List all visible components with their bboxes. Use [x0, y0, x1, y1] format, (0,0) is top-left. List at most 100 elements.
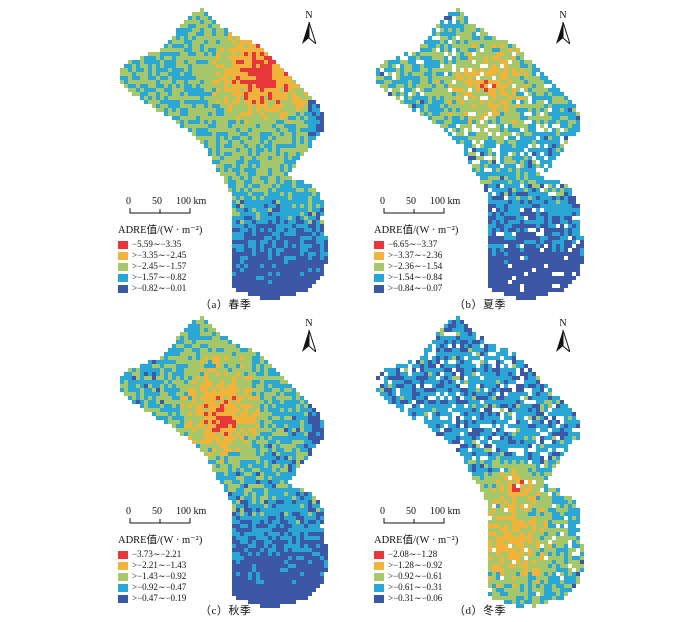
- map-cell: [176, 412, 180, 416]
- map-cell: [168, 396, 172, 400]
- map-cell: [520, 212, 524, 216]
- map-cell: [212, 360, 216, 364]
- map-cell: [272, 460, 276, 464]
- map-cell: [176, 384, 180, 388]
- map-cell: [208, 40, 212, 44]
- map-cell: [564, 96, 568, 100]
- map-cell: [436, 60, 440, 64]
- map-cell: [180, 44, 184, 48]
- map-cell: [548, 268, 552, 272]
- map-cell: [200, 444, 204, 448]
- map-cell: [560, 256, 564, 260]
- map-cell: [408, 88, 412, 92]
- map-cell: [292, 200, 296, 204]
- map-cell: [520, 124, 524, 128]
- map-cell: [528, 160, 532, 164]
- map-cell: [288, 396, 292, 400]
- map-cell: [172, 96, 176, 100]
- map-cell: [172, 60, 176, 64]
- map-cell: [184, 48, 188, 52]
- map-cell: [520, 156, 524, 160]
- map-cell: [256, 368, 260, 372]
- map-cell: [184, 28, 188, 32]
- map-cell: [524, 144, 528, 148]
- map-cell: [252, 56, 256, 60]
- map-cell: [220, 356, 224, 360]
- map-cell: [504, 88, 508, 92]
- map-cell: [324, 236, 328, 240]
- map-cell: [252, 388, 256, 392]
- map-cell: [208, 140, 212, 144]
- map-cell: [192, 88, 196, 92]
- map-cell: [288, 288, 292, 292]
- map-cell: [568, 252, 572, 256]
- map-cell: [428, 76, 432, 80]
- map-cell: [252, 276, 256, 280]
- map-cell: [304, 148, 308, 152]
- map-cell: [564, 264, 568, 268]
- map-cell: [516, 108, 520, 112]
- map-cell: [192, 424, 196, 428]
- map-cell: [300, 200, 304, 204]
- map-cell: [500, 144, 504, 148]
- map-cell: [144, 84, 148, 88]
- map-cell: [476, 60, 480, 64]
- map-cell: [224, 112, 228, 116]
- map-cell: [504, 40, 508, 44]
- map-cell: [208, 36, 212, 40]
- map-cell: [260, 48, 264, 52]
- map-cell: [292, 148, 296, 152]
- map-cell: [492, 276, 496, 280]
- map-cell: [272, 476, 276, 480]
- map-cell: [208, 336, 212, 340]
- map-cell: [504, 168, 508, 172]
- map-cell: [428, 88, 432, 92]
- map-cell: [240, 184, 244, 188]
- map-cell: [272, 492, 276, 496]
- map-cell: [520, 56, 524, 60]
- map-cell: [268, 288, 272, 292]
- map-cell: [300, 252, 304, 256]
- map-cell: [192, 360, 196, 364]
- map-cell: [208, 24, 212, 28]
- map-cell: [500, 276, 504, 280]
- scale-label-100: 100 km: [430, 196, 461, 207]
- map-cell: [280, 88, 284, 92]
- map-cell: [220, 468, 224, 472]
- map-cell: [564, 272, 568, 276]
- map-cell: [488, 264, 492, 268]
- map-cell: [124, 372, 128, 376]
- map-cell: [208, 76, 212, 80]
- map-cell: [256, 204, 260, 208]
- map-cell: [492, 152, 496, 156]
- map-cell: [228, 480, 232, 484]
- map-cell: [240, 456, 244, 460]
- map-cell: [220, 168, 224, 172]
- map-cell: [456, 132, 460, 136]
- map-cell: [168, 96, 172, 100]
- map-cell: [240, 240, 244, 244]
- map-cell: [156, 68, 160, 72]
- map-cell: [288, 132, 292, 136]
- map-cell: [160, 416, 164, 420]
- map-cell: [292, 120, 296, 124]
- map-cell: [188, 24, 192, 28]
- map-cell: [284, 76, 288, 80]
- map-cell: [172, 40, 176, 44]
- map-cell: [248, 404, 252, 408]
- map-cell: [216, 36, 220, 40]
- map-cell: [244, 112, 248, 116]
- map-cell: [456, 28, 460, 32]
- map-cell: [564, 228, 568, 232]
- map-cell: [448, 132, 452, 136]
- map-cell: [164, 400, 168, 404]
- map-cell: [252, 408, 256, 412]
- spring-raster: [120, 8, 328, 300]
- map-cell: [472, 56, 476, 60]
- map-cell: [260, 512, 264, 516]
- map-cell: [264, 288, 268, 292]
- map-cell: [492, 280, 496, 284]
- map-cell: [292, 444, 296, 448]
- map-cell: [160, 52, 164, 56]
- map-cell: [504, 264, 508, 268]
